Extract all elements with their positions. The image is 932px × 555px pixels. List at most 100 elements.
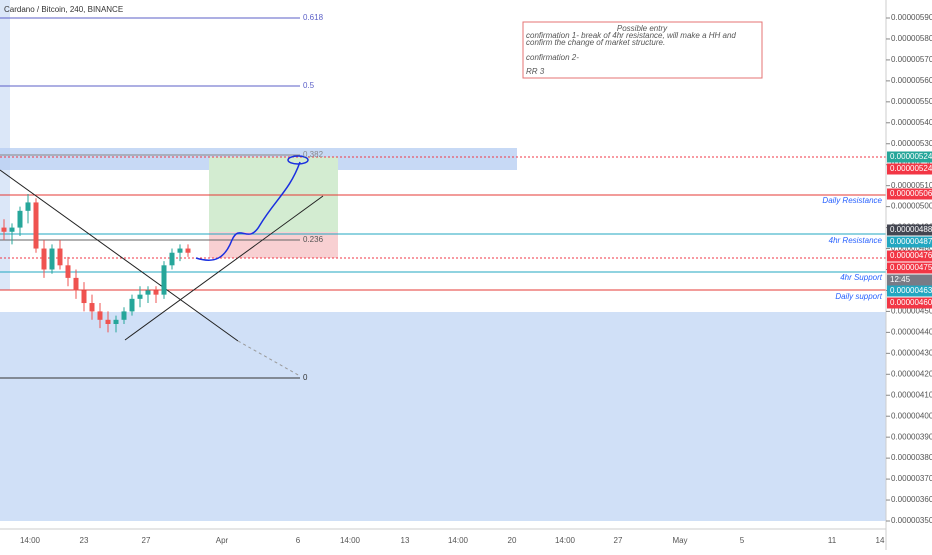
candle-body <box>121 311 127 320</box>
price-badge <box>887 224 932 236</box>
note-line: RR 3 <box>526 67 545 76</box>
time-label: Apr <box>216 536 229 545</box>
price-badge-label: 0.00000476 <box>890 251 932 260</box>
candle-body <box>81 290 87 304</box>
price-badge-label: 0.00000524 <box>890 164 932 173</box>
fib-label: 0 <box>303 373 308 382</box>
candle-body <box>177 248 183 253</box>
price-label: 0.00000360 <box>891 495 932 504</box>
candle-body <box>49 248 55 270</box>
zone <box>0 0 10 290</box>
candle-body <box>169 252 175 266</box>
time-label: 6 <box>296 536 301 545</box>
candle-body <box>113 319 119 324</box>
price-label: 0.00000370 <box>891 474 932 483</box>
time-label: 11 <box>828 536 837 545</box>
level-label: Daily support <box>835 292 882 301</box>
candle-body <box>161 265 167 295</box>
time-label: 5 <box>740 536 745 545</box>
candle-body <box>73 277 79 291</box>
fib-label: 0.236 <box>303 235 324 244</box>
price-badge <box>887 188 932 200</box>
time-label: 27 <box>142 536 151 545</box>
candle-body <box>9 227 15 232</box>
price-label: 0.00000430 <box>891 348 932 357</box>
time-label: 14:00 <box>20 536 41 545</box>
candle-body <box>25 202 31 211</box>
price-badge <box>887 285 932 297</box>
time-label: 14:00 <box>555 536 576 545</box>
fib-label: 0.618 <box>303 13 324 22</box>
price-badge-label: 0.00000524 <box>890 152 932 161</box>
candle-body <box>41 248 47 270</box>
price-badge <box>887 151 932 163</box>
note-line: confirmation 1- break of 4hr resistance,… <box>526 31 736 40</box>
price-label: 0.00000560 <box>891 76 932 85</box>
candle-body <box>89 303 95 312</box>
candle-body <box>57 248 63 266</box>
candle-body <box>129 298 135 312</box>
candle-body <box>145 290 151 295</box>
time-label: 13 <box>401 536 410 545</box>
projection <box>287 155 309 165</box>
price-label: 0.00000590 <box>891 13 932 22</box>
candle-body <box>137 294 143 299</box>
price-label: 0.00000400 <box>891 411 932 420</box>
candle-body <box>105 319 111 324</box>
time-label: 14:00 <box>448 536 469 545</box>
price-badge <box>887 163 932 175</box>
price-label: 0.00000540 <box>891 118 932 127</box>
time-label: 14:00 <box>340 536 361 545</box>
header-title: Cardano / Bitcoin, 240, BINANCE <box>4 5 123 14</box>
price-badge <box>887 297 932 309</box>
price-label: 0.00000570 <box>891 55 932 64</box>
level-label: Daily Resistance <box>822 196 882 205</box>
time-label: 27 <box>614 536 623 545</box>
price-label: 0.00000510 <box>891 181 932 190</box>
price-label: 0.00000350 <box>891 516 932 525</box>
price-badge <box>887 236 932 248</box>
projection <box>195 161 301 261</box>
fib-label: 0.382 <box>303 150 324 159</box>
level-label: 4hr Support <box>840 273 883 282</box>
level-label: 4hr Resistance <box>829 236 883 245</box>
time-label: 14 <box>876 536 885 545</box>
price-label: 0.00000410 <box>891 390 932 399</box>
price-badge-label: 0.00000487 <box>890 237 932 246</box>
zone <box>0 312 886 521</box>
price-label: 0.00000390 <box>891 432 932 441</box>
note-box <box>522 21 763 79</box>
price-label: 0.00000480 <box>891 244 932 253</box>
candle-body <box>33 202 39 249</box>
price-badge-label: 0.00000463 <box>890 286 932 295</box>
note-line: confirm the change of market structure. <box>526 38 665 47</box>
price-label: 0.00000500 <box>891 202 932 211</box>
price-label: 0.00000580 <box>891 34 932 43</box>
note-title: Possible entry <box>617 24 668 33</box>
price-badge-label: 0.00000488 <box>890 225 932 234</box>
price-badge-label: 12:45 <box>890 275 911 284</box>
candle-body <box>17 210 23 228</box>
candle-body <box>1 227 7 232</box>
price-label: 0.00000420 <box>891 369 932 378</box>
price-label: 0.00000550 <box>891 97 932 106</box>
candle-body <box>153 290 159 295</box>
candle-body <box>97 311 103 320</box>
price-label: 0.00000450 <box>891 307 932 316</box>
trend-line <box>0 169 239 342</box>
trend-line <box>124 195 324 341</box>
candle-body <box>65 265 71 278</box>
price-label: 0.00000440 <box>891 327 932 336</box>
price-badge-label: 0.00000460 <box>890 298 932 307</box>
price-label: 0.00000530 <box>891 139 932 148</box>
price-badge <box>887 262 932 274</box>
candle-body <box>185 248 191 253</box>
price-label: 0.00000380 <box>891 453 932 462</box>
price-badge <box>887 274 932 286</box>
time-label: May <box>672 536 687 545</box>
price-badge-label: 0.00000506 <box>890 189 932 198</box>
time-label: 23 <box>80 536 89 545</box>
time-label: 20 <box>508 536 517 545</box>
note-line: confirmation 2- <box>526 53 579 62</box>
